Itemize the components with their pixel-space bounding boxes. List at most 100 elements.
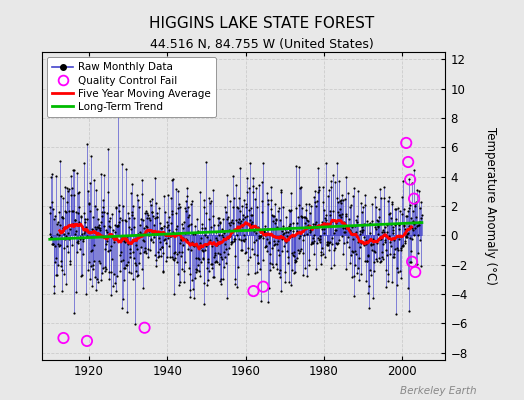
Point [359, 234, 368, 240]
Point [283, 224, 291, 231]
Point [62, 233, 71, 240]
Point [301, 214, 310, 220]
Point [402, 140, 410, 146]
Point [100, 209, 108, 215]
Point [301, 215, 310, 221]
Point [303, 231, 311, 237]
Point [139, 225, 148, 232]
Point [192, 242, 201, 249]
Point [286, 227, 294, 233]
Point [340, 228, 348, 235]
Point [178, 266, 187, 272]
Point [112, 288, 121, 294]
Point [124, 240, 133, 247]
Point [416, 218, 424, 225]
Point [50, 283, 59, 290]
Point [370, 268, 378, 274]
Point [183, 193, 191, 199]
Point [232, 226, 240, 232]
Point [167, 208, 176, 214]
Point [245, 207, 253, 213]
Point [334, 199, 342, 206]
Point [109, 227, 117, 234]
Point [308, 240, 316, 246]
Point [329, 208, 337, 214]
Point [253, 269, 261, 276]
Point [196, 189, 204, 195]
Point [392, 311, 400, 317]
Point [97, 213, 106, 220]
Point [192, 269, 201, 275]
Point [230, 238, 238, 244]
Point [195, 256, 203, 262]
Point [379, 241, 388, 247]
Point [212, 237, 221, 243]
Point [138, 177, 147, 183]
Point [282, 233, 291, 240]
Point [113, 223, 122, 230]
Point [203, 259, 212, 266]
Point [47, 174, 55, 180]
Point [388, 201, 396, 207]
Point [217, 232, 226, 238]
Point [241, 236, 249, 242]
Point [270, 220, 279, 226]
Point [313, 224, 321, 230]
Point [361, 192, 369, 198]
Point [119, 277, 128, 284]
Point [71, 289, 80, 295]
Point [296, 250, 304, 256]
Point [134, 272, 143, 279]
Point [88, 246, 96, 253]
Point [142, 208, 150, 214]
Point [288, 250, 296, 256]
Point [139, 284, 147, 291]
Point [150, 234, 158, 240]
Point [198, 246, 206, 253]
Point [93, 206, 101, 212]
Point [94, 278, 102, 285]
Point [255, 233, 264, 240]
Point [117, 238, 125, 244]
Point [363, 218, 371, 224]
Point [158, 244, 166, 251]
Point [133, 272, 141, 279]
Point [172, 210, 181, 217]
Point [336, 206, 344, 212]
Point [90, 177, 98, 184]
Point [259, 257, 267, 263]
Point [304, 262, 313, 268]
Point [373, 217, 381, 223]
Point [199, 248, 208, 254]
Point [291, 205, 300, 211]
Point [215, 232, 223, 238]
Point [68, 207, 76, 214]
Point [359, 222, 367, 228]
Point [147, 202, 156, 208]
Point [100, 172, 108, 178]
Point [242, 204, 250, 210]
Point [156, 220, 165, 226]
Point [163, 192, 172, 198]
Point [170, 291, 179, 297]
Point [86, 276, 94, 282]
Point [106, 247, 114, 254]
Point [416, 205, 424, 211]
Point [158, 243, 166, 250]
Point [189, 286, 197, 292]
Point [52, 173, 60, 179]
Point [298, 205, 307, 212]
Point [266, 260, 275, 266]
Point [218, 226, 226, 232]
Point [209, 187, 217, 193]
Point [341, 266, 350, 272]
Point [74, 204, 83, 210]
Point [255, 182, 263, 188]
Point [388, 254, 397, 260]
Point [277, 288, 285, 294]
Point [386, 242, 395, 249]
Point [358, 227, 367, 233]
Point [319, 251, 327, 258]
Point [252, 237, 260, 243]
Point [322, 241, 331, 248]
